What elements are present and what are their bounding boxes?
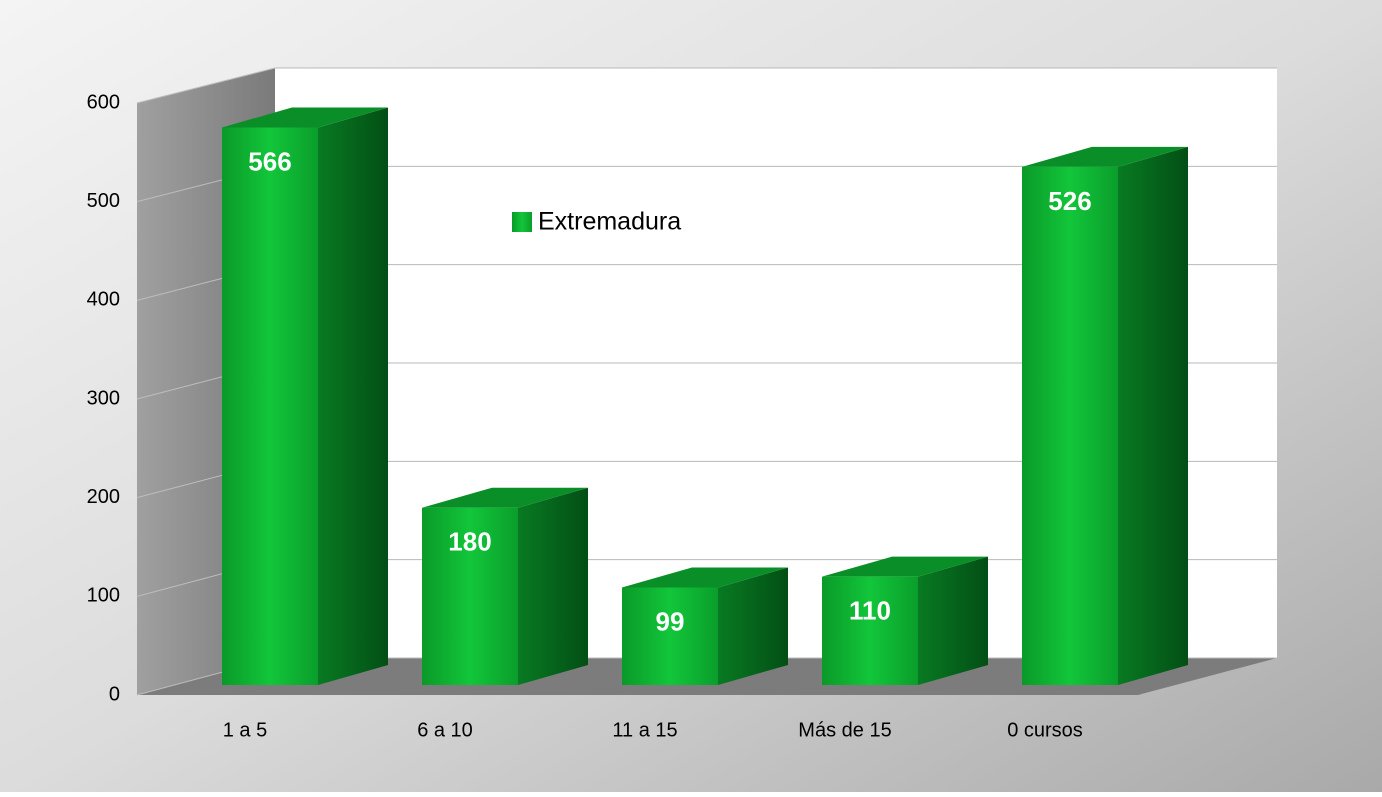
x-tick-label: 6 a 10 — [417, 719, 473, 741]
bar-front — [422, 507, 518, 685]
bar-top — [222, 107, 388, 128]
bar-top — [622, 567, 788, 588]
bar-front — [622, 587, 718, 685]
bar: 180 — [422, 487, 588, 685]
x-tick-label: 1 a 5 — [223, 719, 267, 741]
y-tick-label: 400 — [87, 289, 120, 311]
data-label: 110 — [849, 596, 891, 626]
bar-side — [1118, 146, 1188, 685]
bar-side — [518, 487, 588, 685]
y-tick-label: 600 — [87, 91, 120, 113]
bar-top — [1022, 146, 1188, 167]
data-label: 180 — [448, 527, 491, 557]
x-tick-label: 0 cursos — [1007, 719, 1083, 741]
y-tick-label: 300 — [87, 387, 120, 409]
bar: 526 — [1022, 146, 1188, 685]
y-tick-label: 100 — [87, 585, 120, 607]
bar: 99 — [622, 567, 788, 685]
x-tick-label: 11 a 15 — [612, 719, 677, 741]
grid-line — [136, 67, 276, 104]
bar-side — [318, 107, 388, 686]
bar: 566 — [222, 107, 388, 686]
data-label: 526 — [1048, 186, 1091, 216]
bar-front — [222, 127, 318, 686]
bar-front — [822, 576, 918, 685]
bar: 110 — [822, 556, 988, 685]
bar-side — [718, 567, 788, 685]
y-tick-label: 500 — [87, 190, 120, 212]
bar-front — [1022, 166, 1118, 685]
x-tick-label: Más de 15 — [798, 719, 891, 741]
bar-side — [918, 556, 988, 685]
bar-top — [822, 556, 988, 577]
y-tick-label: 200 — [87, 486, 120, 508]
data-label: 566 — [248, 146, 291, 176]
legend-swatch — [512, 212, 532, 232]
y-tick-label: 0 — [109, 683, 120, 705]
data-label: 99 — [656, 606, 685, 636]
bar-top — [422, 487, 588, 508]
legend-label: Extremadura — [538, 208, 681, 236]
